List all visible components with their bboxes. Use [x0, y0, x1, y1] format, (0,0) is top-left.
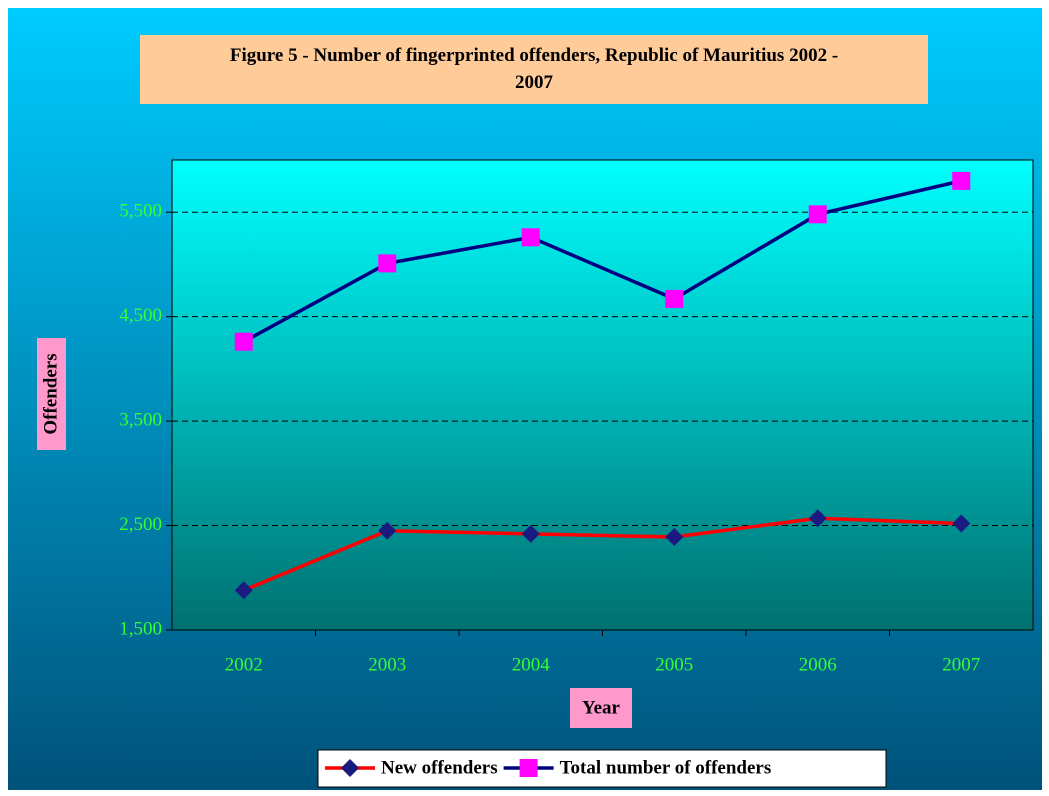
- point: [808, 205, 827, 224]
- x-tick-label: 2004: [512, 654, 551, 675]
- y-tick-label: 1,500: [119, 618, 162, 639]
- y-tick-label: 2,500: [119, 514, 162, 535]
- legend: [317, 749, 887, 788]
- legend-label: Total number of offenders: [560, 757, 772, 778]
- point: [665, 528, 684, 547]
- point: [808, 509, 827, 528]
- series-line: [242, 179, 962, 344]
- point: [521, 228, 540, 247]
- x-tick-label: 2006: [799, 654, 837, 675]
- plot-area: [171, 159, 1034, 631]
- x-tick-label: 2005: [655, 654, 693, 675]
- y-tick-label: 3,500: [119, 409, 162, 430]
- point: [952, 171, 971, 190]
- y-tick-label: 5,500: [119, 201, 162, 222]
- legend-label: New offenders: [381, 757, 498, 778]
- point: [521, 524, 540, 543]
- point: [378, 254, 397, 273]
- title-box: [140, 35, 928, 104]
- legend-marker: [519, 759, 538, 777]
- series-line: [243, 516, 962, 592]
- point: [234, 332, 253, 351]
- point: [952, 514, 971, 533]
- y-label-box: [37, 338, 66, 450]
- chart-title: Figure 5 - Number of fingerprinted offen…: [230, 45, 838, 93]
- x-tick-label: 2007: [942, 654, 980, 675]
- x-tick-label: 2002: [225, 654, 263, 675]
- x-tick-label: 2003: [368, 654, 406, 675]
- title-line: Figure 5 - Number of fingerprinted offen…: [230, 45, 838, 66]
- title-line: 2007: [515, 72, 554, 93]
- x-axis-label: Year: [582, 697, 621, 718]
- y-tick-label: 4,500: [119, 305, 162, 326]
- y-axis-label: Offenders: [40, 353, 61, 434]
- point: [234, 581, 253, 600]
- x-label-box: [570, 688, 632, 728]
- legend-marker: [341, 759, 359, 777]
- point: [378, 521, 397, 540]
- point: [665, 289, 684, 308]
